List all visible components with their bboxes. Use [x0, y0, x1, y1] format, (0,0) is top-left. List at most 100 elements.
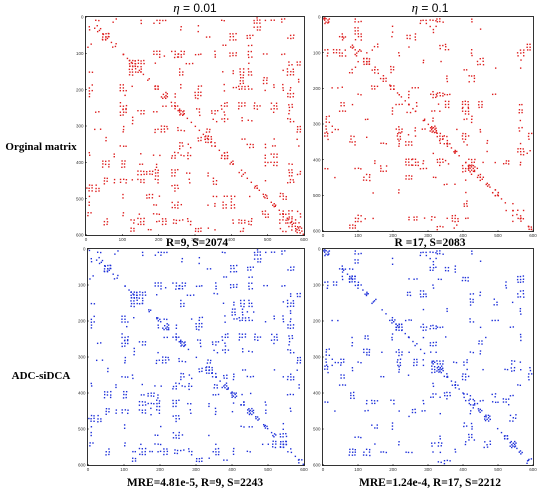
nonzero-entry [477, 408, 480, 410]
nonzero-entry [398, 52, 400, 54]
nonzero-entry [122, 212, 125, 214]
nonzero-entry [134, 457, 137, 460]
nonzero-entry [357, 30, 359, 32]
nonzero-entry [180, 305, 182, 308]
nonzero-entry [419, 293, 422, 295]
nonzero-entry [163, 55, 166, 57]
nonzero-entry [132, 119, 134, 122]
nonzero-entry [338, 384, 341, 386]
nonzero-entry [215, 344, 217, 346]
nonzero-entry [409, 294, 412, 297]
nonzero-entry [325, 17, 327, 20]
nonzero-entry [105, 410, 107, 413]
nonzero-entry [174, 190, 176, 192]
nonzero-entry [436, 21, 439, 23]
nonzero-entry [367, 293, 369, 295]
nonzero-entry [328, 348, 330, 350]
nonzero-entry [241, 308, 244, 310]
nonzero-entry [235, 86, 237, 89]
nonzero-entry [131, 68, 133, 71]
nonzero-entry [298, 462, 300, 464]
nonzero-entry [242, 314, 244, 316]
nonzero-entry [226, 105, 228, 107]
nonzero-entry [482, 176, 485, 178]
nonzero-entry [519, 310, 522, 312]
nonzero-entry [222, 207, 224, 209]
nonzero-entry [470, 173, 473, 175]
nonzero-entry [158, 50, 161, 52]
nonzero-entry [141, 297, 144, 299]
nonzero-entry [272, 443, 274, 445]
nonzero-entry [479, 326, 482, 329]
nonzero-entry [91, 190, 93, 192]
nonzero-entry [137, 65, 139, 68]
nonzero-entry [122, 214, 124, 217]
nonzero-entry [247, 50, 250, 53]
nonzero-entry [291, 225, 293, 228]
nonzero-entry [154, 131, 156, 134]
nonzero-entry [90, 261, 93, 263]
nonzero-entry [432, 341, 435, 344]
nonzero-entry [433, 368, 436, 371]
nonzero-entry [465, 441, 467, 443]
nonzero-entry [241, 369, 244, 371]
nonzero-entry [172, 385, 175, 388]
nonzero-entry [244, 333, 247, 335]
nonzero-entry [231, 391, 233, 393]
nonzero-entry [223, 118, 226, 120]
nonzero-entry [357, 259, 359, 261]
nonzero-entry [174, 96, 176, 98]
nonzero-entry [468, 436, 470, 439]
nonzero-entry [233, 375, 235, 378]
nonzero-entry [215, 372, 217, 375]
nonzero-entry [354, 18, 356, 20]
nonzero-entry [232, 33, 234, 35]
y-tick-label: 200 [313, 319, 321, 324]
nonzero-entry [175, 336, 178, 339]
nonzero-entry [244, 88, 246, 90]
nonzero-entry [290, 221, 292, 223]
nonzero-entry [519, 384, 522, 387]
nonzero-entry [439, 250, 441, 252]
nonzero-entry [334, 410, 336, 412]
nonzero-entry [351, 367, 354, 369]
nonzero-entry [473, 161, 476, 163]
nonzero-entry [224, 114, 226, 116]
nonzero-entry [224, 387, 226, 389]
nonzero-entry [327, 251, 329, 253]
nonzero-entry [462, 106, 464, 109]
nonzero-entry [238, 102, 240, 104]
nonzero-entry [140, 179, 142, 181]
nonzero-entry [172, 402, 174, 405]
nonzero-entry [479, 350, 482, 352]
nonzero-entry [291, 175, 293, 177]
nonzero-entry [406, 111, 408, 114]
nonzero-entry [273, 318, 276, 320]
nonzero-entry [331, 358, 334, 360]
nonzero-entry [473, 75, 475, 77]
y-tick-label: 500 [313, 427, 321, 432]
nonzero-entry [244, 319, 247, 322]
nonzero-entry [282, 89, 285, 92]
nonzero-entry [325, 128, 327, 130]
nonzero-entry [289, 295, 292, 297]
nonzero-entry [341, 52, 343, 54]
nonzero-entry [385, 170, 387, 172]
nonzero-entry [422, 119, 425, 122]
nonzero-entry [141, 411, 144, 414]
nonzero-entry [248, 350, 250, 352]
nonzero-entry [98, 256, 100, 259]
nonzero-entry [165, 356, 167, 358]
nonzero-entry [482, 57, 484, 60]
nonzero-entry [517, 384, 519, 386]
nonzero-entry [468, 81, 470, 83]
nonzero-entry [444, 100, 447, 103]
nonzero-entry [439, 135, 441, 137]
nonzero-entry [328, 115, 330, 117]
nonzero-entry [285, 230, 287, 233]
nonzero-entry [416, 361, 418, 363]
nonzero-entry [130, 305, 132, 307]
nonzero-entry [467, 106, 470, 109]
nonzero-entry [374, 72, 376, 74]
nonzero-entry [173, 151, 176, 154]
